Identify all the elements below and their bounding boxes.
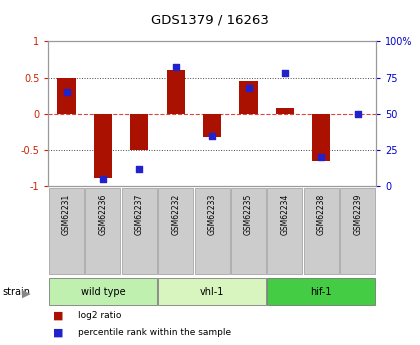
Text: strain: strain <box>2 287 30 296</box>
Point <box>354 111 361 117</box>
Point <box>63 89 70 95</box>
Text: GSM62231: GSM62231 <box>62 194 71 235</box>
Bar <box>167 70 185 114</box>
Bar <box>130 114 148 150</box>
Text: percentile rank within the sample: percentile rank within the sample <box>78 328 231 337</box>
Text: GSM62235: GSM62235 <box>244 194 253 235</box>
Bar <box>85 188 121 274</box>
Bar <box>268 277 375 306</box>
Text: wild type: wild type <box>81 287 125 296</box>
Text: ■: ■ <box>52 328 63 338</box>
Text: GSM62237: GSM62237 <box>135 194 144 235</box>
Bar <box>94 114 112 178</box>
Bar <box>158 188 193 274</box>
Point <box>100 176 106 182</box>
Bar <box>276 108 294 114</box>
Bar <box>340 188 375 274</box>
Text: log2 ratio: log2 ratio <box>78 310 121 319</box>
Bar <box>304 188 339 274</box>
Text: GDS1379 / 16263: GDS1379 / 16263 <box>151 14 269 27</box>
Point <box>318 155 325 160</box>
Text: GSM62233: GSM62233 <box>207 194 217 235</box>
Bar <box>268 188 302 274</box>
Text: ■: ■ <box>52 310 63 321</box>
Bar <box>231 188 266 274</box>
Bar <box>158 277 266 306</box>
Bar <box>194 188 230 274</box>
Text: GSM62232: GSM62232 <box>171 194 180 235</box>
Point <box>172 65 179 70</box>
Text: hif-1: hif-1 <box>310 287 332 296</box>
Bar <box>203 114 221 137</box>
Bar <box>49 277 157 306</box>
Bar <box>58 78 76 114</box>
Bar <box>122 188 157 274</box>
Text: GSM62238: GSM62238 <box>317 194 326 235</box>
Bar <box>312 114 331 161</box>
Text: ▶: ▶ <box>22 288 30 298</box>
Bar <box>239 80 257 114</box>
Point <box>245 85 252 90</box>
Point <box>281 70 288 76</box>
Bar <box>49 188 84 274</box>
Point <box>209 133 215 138</box>
Text: vhl-1: vhl-1 <box>200 287 224 296</box>
Point <box>136 166 143 172</box>
Text: GSM62234: GSM62234 <box>281 194 289 235</box>
Text: GSM62236: GSM62236 <box>98 194 108 235</box>
Text: GSM62239: GSM62239 <box>353 194 362 235</box>
